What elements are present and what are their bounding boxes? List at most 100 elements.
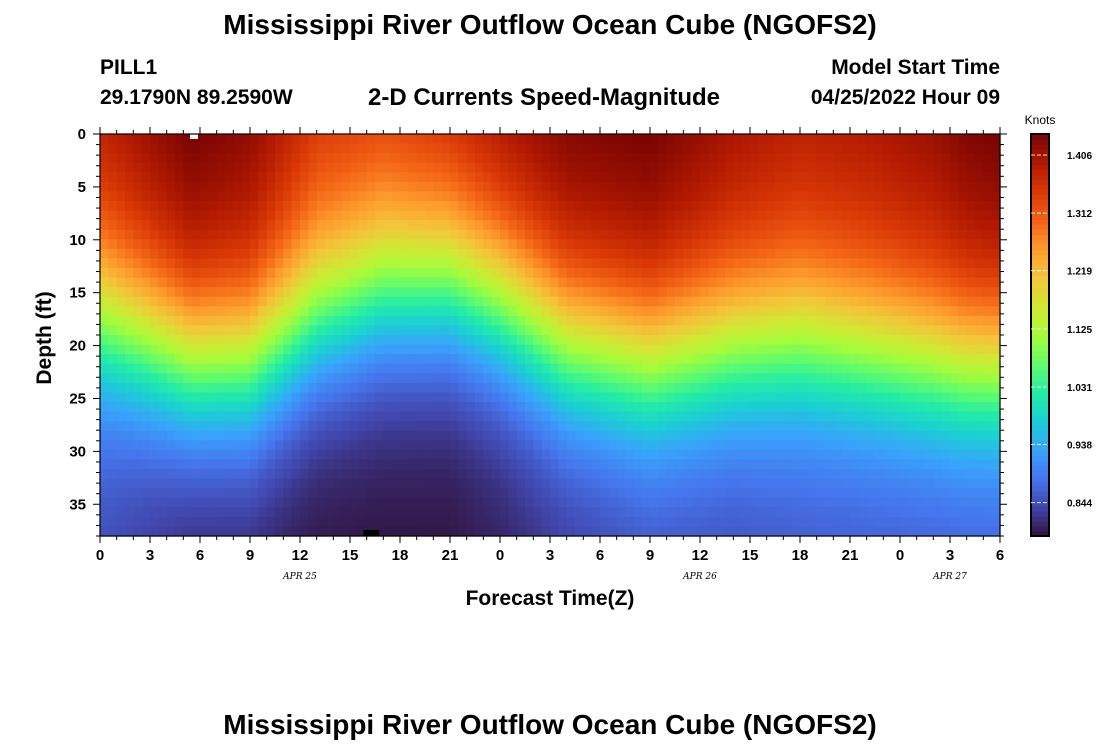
heatmap-cell	[866, 507, 876, 518]
heatmap-cell	[500, 469, 509, 480]
heatmap-cell	[558, 268, 568, 279]
heatmap-cell	[891, 143, 901, 154]
heatmap-cell	[316, 526, 326, 537]
heatmap-cell	[608, 382, 618, 394]
heatmap-cell	[958, 153, 968, 164]
heatmap-cell	[933, 191, 943, 202]
heatmap-cell	[333, 239, 343, 250]
heatmap-cell	[108, 335, 118, 346]
heatmap-cell	[433, 287, 443, 298]
heatmap-cell	[883, 191, 893, 202]
heatmap-cell	[608, 392, 618, 403]
heatmap-cell	[450, 306, 459, 317]
heatmap-cell	[433, 402, 443, 413]
heatmap-cell	[658, 411, 668, 422]
heatmap-cell	[391, 191, 401, 202]
heatmap-cell	[741, 143, 751, 154]
heatmap-cell	[675, 478, 684, 489]
heatmap-cell	[533, 306, 543, 317]
heatmap-cell	[850, 449, 859, 461]
heatmap-cell	[825, 373, 834, 384]
heatmap-cell	[566, 354, 576, 365]
heatmap-cell	[250, 210, 259, 221]
heatmap-cell	[983, 191, 993, 202]
heatmap-cell	[775, 143, 784, 154]
heatmap-cell	[258, 248, 268, 260]
heatmap-cell	[600, 287, 609, 298]
heatmap-cell	[983, 220, 993, 231]
heatmap-cell	[458, 449, 468, 461]
heatmap-cell	[891, 373, 901, 384]
heatmap-cell	[516, 335, 526, 346]
heatmap-cell	[633, 363, 643, 374]
heatmap-cell	[158, 239, 168, 250]
heatmap-cell	[100, 229, 109, 240]
heatmap-cell	[966, 411, 976, 422]
heatmap-cell	[725, 258, 734, 269]
heatmap-cell	[600, 191, 609, 202]
heatmap-cell	[358, 382, 368, 394]
heatmap-cell	[783, 143, 793, 154]
heatmap-cell	[233, 162, 243, 173]
heatmap-cell	[908, 172, 918, 183]
heatmap-cell	[166, 382, 176, 394]
heatmap-cell	[983, 516, 993, 528]
heatmap-cell	[391, 516, 401, 528]
heatmap-cell	[700, 421, 709, 432]
heatmap-cell	[900, 392, 909, 403]
heatmap-cell	[766, 459, 776, 470]
heatmap-cell	[416, 181, 426, 193]
heatmap-cell	[800, 306, 809, 317]
heatmap-cell	[391, 363, 401, 374]
heatmap-cell	[508, 296, 518, 307]
heatmap-cell	[591, 469, 601, 480]
heatmap-cell	[550, 430, 559, 441]
heatmap-cell	[383, 315, 393, 327]
heatmap-cell	[791, 478, 801, 489]
heatmap-cell	[925, 143, 934, 154]
heatmap-cell	[333, 277, 343, 288]
heatmap-cell	[583, 421, 593, 432]
heatmap-cell	[425, 277, 434, 288]
heatmap-cell	[766, 306, 776, 317]
heatmap-cell	[516, 210, 526, 221]
heatmap-cell	[433, 191, 443, 202]
heatmap-cell	[716, 315, 726, 327]
heatmap-cell	[233, 382, 243, 394]
heatmap-cell	[375, 469, 384, 480]
heatmap-cell	[983, 459, 993, 470]
heatmap-cell	[475, 402, 484, 413]
heatmap-cell	[250, 363, 259, 374]
heatmap-cell	[408, 239, 418, 250]
heatmap-cell	[200, 497, 209, 508]
heatmap-cell	[800, 430, 809, 441]
heatmap-cell	[700, 201, 709, 212]
heatmap-cell	[375, 268, 384, 279]
heatmap-cell	[433, 248, 443, 260]
heatmap-cell	[991, 488, 1001, 499]
heatmap-cell	[200, 201, 209, 212]
heatmap-cell	[700, 315, 709, 327]
heatmap-cell	[133, 181, 143, 193]
heatmap-cell	[250, 162, 259, 173]
heatmap-cell	[333, 306, 343, 317]
heatmap-cell	[116, 181, 126, 193]
heatmap-cell	[700, 497, 709, 508]
heatmap-cell	[791, 411, 801, 422]
heatmap-cell	[608, 201, 618, 212]
heatmap-cell	[275, 258, 284, 269]
heatmap-cell	[108, 449, 118, 461]
heatmap-cell	[633, 315, 643, 327]
heatmap-cell	[300, 181, 309, 193]
heatmap-cell	[966, 335, 976, 346]
heatmap-cell	[966, 497, 976, 508]
heatmap-cell	[591, 181, 601, 193]
heatmap-cell	[458, 507, 468, 518]
heatmap-cell	[716, 268, 726, 279]
heatmap-cell	[600, 478, 609, 489]
heatmap-cell	[525, 181, 534, 193]
heatmap-cell	[191, 153, 201, 164]
heatmap-cell	[191, 181, 201, 193]
heatmap-cell	[333, 220, 343, 231]
heatmap-cell	[458, 430, 468, 441]
